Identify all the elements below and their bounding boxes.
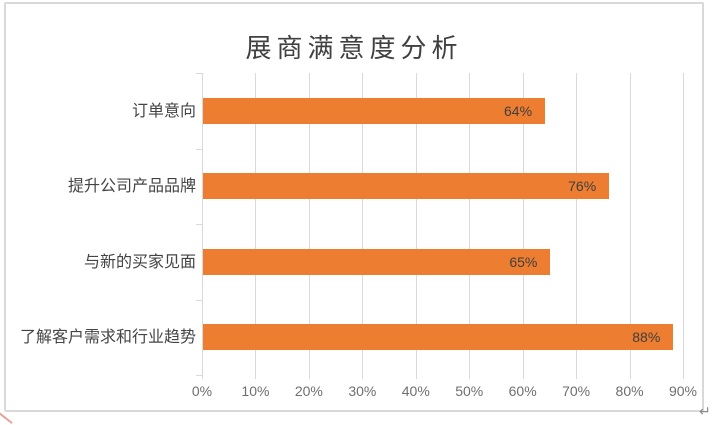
gridline-10 (255, 73, 257, 379)
value-axis-tick-label: 0% (191, 383, 213, 399)
gridline-80 (629, 73, 631, 379)
bar-data-label: 65% (509, 253, 538, 270)
gridline-40 (415, 73, 417, 379)
category-axis-line (202, 73, 203, 375)
chart-bar: 76% (203, 173, 610, 200)
category-label: 与新的买家见面 (83, 253, 196, 271)
value-axis-tick-label: 70% (562, 383, 591, 399)
value-axis-tick-label: 50% (455, 383, 484, 399)
category-label: 订单意向 (131, 102, 196, 120)
category-axis-labels: 订单意向提升公司产品品牌与新的买家见面了解客户需求和行业趋势 (6, 4, 196, 410)
paragraph-mark: ↵ (699, 403, 711, 419)
chart-title: 展商满意度分析 (245, 34, 463, 63)
red-corner-artifact (0, 411, 13, 425)
category-axis-tick (196, 299, 202, 301)
category-axis-tick (196, 224, 202, 225)
category-axis-tick (196, 375, 202, 376)
value-axis-tick-label: 90% (668, 383, 698, 399)
chart-bar: 88% (203, 324, 674, 351)
bar-data-label: 76% (568, 178, 597, 195)
chart-object[interactable]: 展商满意度分析 订单意向提升公司产品品牌与新的买家见面了解客户需求和行业趋势 6… (4, 2, 704, 412)
gridline-70 (576, 73, 578, 379)
bar-data-label: 64% (504, 102, 533, 119)
plot-area: 64% 76% 65% 88% (196, 73, 684, 379)
value-axis-tick-label: 10% (241, 383, 270, 399)
value-axis-tick-label: 80% (615, 383, 644, 399)
category-axis-tick (196, 148, 202, 150)
gridline-60 (522, 73, 524, 379)
gridline-90 (683, 73, 684, 379)
value-axis-tick-label: 30% (348, 383, 377, 399)
gridline-20 (308, 73, 310, 379)
value-axis-tick-label: 60% (508, 383, 537, 399)
gridline-50 (469, 73, 471, 379)
category-axis-tick (196, 73, 202, 74)
chart-bar: 64% (203, 97, 546, 124)
chart-bar: 65% (203, 248, 551, 275)
category-label: 了解客户需求和行业趋势 (19, 329, 196, 347)
category-label: 提升公司产品品牌 (67, 178, 196, 196)
bar-data-label: 88% (632, 329, 661, 346)
value-axis-tick-label: 20% (294, 383, 323, 399)
value-axis-tick-label: 40% (401, 383, 430, 399)
gridline-30 (362, 73, 364, 379)
